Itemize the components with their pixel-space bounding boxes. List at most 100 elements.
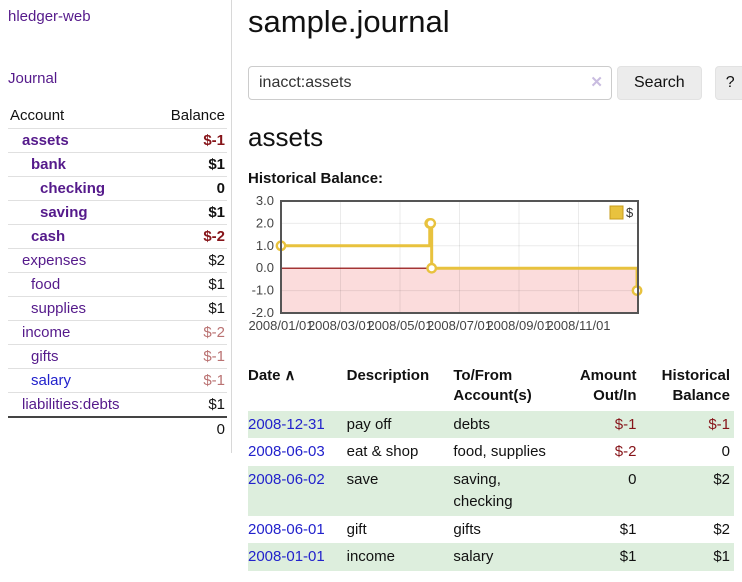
svg-text:2008/05/01: 2008/05/01 <box>367 318 432 333</box>
balance-column-header: Balance <box>170 107 225 124</box>
transaction-amount: $-1 <box>614 415 637 433</box>
brand-link[interactable]: hledger-web <box>8 8 91 25</box>
account-heading: assets <box>248 122 324 152</box>
account-column-header: Account <box>10 107 65 124</box>
transaction-date-link[interactable]: 2008-12-31 <box>248 415 325 433</box>
account-balance: $-1 <box>203 372 225 389</box>
help-button[interactable]: ? <box>714 66 742 100</box>
transaction-balance: $2 <box>713 520 730 538</box>
account-balance: $1 <box>208 276 225 293</box>
register-row: 2008-06-01 gift gifts $1 $2 <box>248 516 734 544</box>
transaction-accounts: gifts <box>453 520 481 538</box>
account-link-saving[interactable]: saving <box>40 204 88 221</box>
sidebar-account-row: bank $1 <box>8 152 227 176</box>
sidebar-account-row: gifts $-1 <box>8 344 227 368</box>
register-row: 2008-06-03 eat & shop food, supplies $-2… <box>248 438 734 466</box>
sidebar-account-row: checking 0 <box>8 176 227 200</box>
svg-text:-2.0: -2.0 <box>252 305 274 320</box>
accounts-total-value: 0 <box>216 421 225 438</box>
account-balance: $-2 <box>203 324 225 341</box>
transaction-date-link[interactable]: 2008-06-02 <box>248 471 325 488</box>
transaction-description: income <box>346 548 395 566</box>
account-link-cash[interactable]: cash <box>31 228 66 245</box>
balance-column-header: Historical Balance <box>661 367 730 405</box>
account-link-food[interactable]: food <box>31 276 61 293</box>
svg-text:2.0: 2.0 <box>256 215 274 230</box>
register-row: 2008-06-02 save saving, checking 0 $2 <box>248 466 734 516</box>
account-link-salary[interactable]: salary <box>31 372 72 389</box>
transaction-description: eat & shop <box>346 443 419 461</box>
svg-text:2008/11/01: 2008/11/01 <box>546 318 610 333</box>
account-balance: 0 <box>216 180 225 197</box>
svg-text:2008/01/01: 2008/01/01 <box>248 318 313 333</box>
transaction-amount: $-2 <box>614 443 637 461</box>
clear-search-icon[interactable]: ✕ <box>590 74 603 91</box>
transaction-description: pay off <box>346 415 392 433</box>
transaction-date-link[interactable]: 2008-06-03 <box>248 443 325 461</box>
accounts-total-row: 0 <box>8 416 227 441</box>
sidebar-account-row: food $1 <box>8 272 227 296</box>
sort-ascending-icon: ∧ <box>284 367 296 384</box>
main-content: sample.journal ✕ Search ? assets Histori… <box>232 0 742 571</box>
account-link-liabilities-debts[interactable]: liabilities:debts <box>22 396 120 413</box>
sidebar-account-row: cash $-2 <box>8 224 227 248</box>
svg-text:1.0: 1.0 <box>256 238 274 253</box>
svg-text:2008/03/01: 2008/03/01 <box>308 318 373 333</box>
svg-text:-1.0: -1.0 <box>252 283 274 298</box>
transaction-amount: $1 <box>619 548 637 566</box>
date-column-header[interactable]: Date ∧ <box>248 367 296 384</box>
transaction-description: save <box>346 471 379 488</box>
register-row: 2008-12-31 pay off debts $-1 $-1 <box>248 410 734 439</box>
account-balance: $1 <box>208 156 225 173</box>
description-column-header: Description <box>346 367 430 384</box>
accounts-column-header: To/From Account(s) <box>453 367 532 405</box>
account-link-bank[interactable]: bank <box>31 156 67 173</box>
transaction-balance: $1 <box>713 548 730 566</box>
svg-text:2008/09/01: 2008/09/01 <box>486 318 551 333</box>
transaction-accounts: salary <box>453 548 494 566</box>
transaction-balance: $-1 <box>708 415 730 433</box>
account-balance: $1 <box>208 396 225 413</box>
account-link-supplies[interactable]: supplies <box>31 300 87 317</box>
historical-balance-chart: $3.0 2.0 1.0 0.0 -1.0 -2.0 2008/01/01 2008/03/0… <box>248 193 742 348</box>
transaction-date-link[interactable]: 2008-06-01 <box>248 520 325 538</box>
search-button[interactable]: Search <box>617 66 702 100</box>
svg-text:0.0: 0.0 <box>256 260 274 275</box>
account-link-income[interactable]: income <box>22 324 71 341</box>
account-balance: $1 <box>208 300 225 317</box>
svg-text:3.0: 3.0 <box>256 193 274 208</box>
account-balance: $-1 <box>203 132 225 149</box>
accounts-header-row: Account Balance <box>8 104 227 128</box>
register-row: 2008-01-01 income salary $1 $1 <box>248 543 734 571</box>
sidebar-account-row: expenses $2 <box>8 248 227 272</box>
transaction-accounts: debts <box>453 415 491 433</box>
sidebar-account-row: saving $1 <box>8 200 227 224</box>
transaction-amount: $1 <box>619 520 637 538</box>
svg-text:$: $ <box>626 205 634 220</box>
transaction-date-link[interactable]: 2008-01-01 <box>248 548 325 566</box>
nav-journal: Journal <box>8 70 227 88</box>
account-balance: $-2 <box>203 228 225 245</box>
register-header-row: Date ∧ Description To/From Account(s) Amo… <box>248 364 734 411</box>
account-link-checking[interactable]: checking <box>40 180 106 197</box>
account-link-assets[interactable]: assets <box>22 132 69 149</box>
transaction-balance: 0 <box>721 443 730 461</box>
sidebar-account-row: salary $-1 <box>8 368 227 392</box>
account-balance: $-1 <box>203 348 225 365</box>
account-balance: $2 <box>208 252 225 269</box>
search-bar: ✕ Search ? <box>248 66 742 100</box>
sidebar-account-row: income $-2 <box>8 320 227 344</box>
chart-title: Historical Balance: <box>248 170 384 187</box>
journal-link[interactable]: Journal <box>8 70 58 87</box>
amount-column-header: Amount Out/In <box>579 367 637 405</box>
search-input[interactable] <box>248 66 612 100</box>
accounts-tree: Account Balance assets $-1 bank $1 check… <box>8 104 227 441</box>
page-title: sample.journal <box>248 4 450 39</box>
account-link-gifts[interactable]: gifts <box>31 348 59 365</box>
transaction-accounts: food, supplies <box>453 443 546 461</box>
account-link-expenses[interactable]: expenses <box>22 252 87 269</box>
account-balance: $1 <box>208 204 225 221</box>
sidebar-account-row: liabilities:debts $1 <box>8 392 227 416</box>
register-table: Date ∧ Description To/From Account(s) Amo… <box>248 364 734 571</box>
